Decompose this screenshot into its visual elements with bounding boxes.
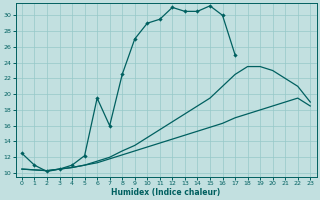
X-axis label: Humidex (Indice chaleur): Humidex (Indice chaleur) xyxy=(111,188,221,197)
